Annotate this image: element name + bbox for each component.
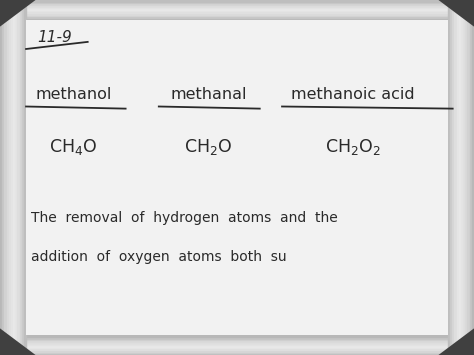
Bar	[7, 0, 9, 355]
Bar	[0, 8, 474, 10]
Bar	[448, 0, 450, 355]
Polygon shape	[438, 0, 474, 27]
Bar	[472, 0, 474, 355]
Bar	[465, 0, 467, 355]
Bar	[0, 340, 474, 342]
Bar	[0, 0, 2, 355]
Bar	[0, 353, 474, 355]
Text: methanoic acid: methanoic acid	[292, 87, 415, 102]
Bar	[0, 16, 474, 18]
Bar	[15, 0, 18, 355]
Bar	[0, 337, 474, 339]
Bar	[4, 0, 7, 355]
Bar	[0, 350, 474, 352]
Text: CH$_2$O$_2$: CH$_2$O$_2$	[325, 137, 381, 157]
Bar	[0, 15, 474, 16]
Bar	[22, 0, 24, 355]
Bar	[9, 0, 11, 355]
Text: methanol: methanol	[35, 87, 112, 102]
Bar	[0, 0, 474, 2]
Bar	[0, 349, 474, 350]
Bar	[461, 0, 463, 355]
Bar	[0, 18, 474, 20]
Bar	[0, 345, 474, 347]
Bar	[459, 0, 461, 355]
Bar	[0, 3, 474, 5]
Polygon shape	[0, 0, 36, 27]
Text: CH$_4$O: CH$_4$O	[49, 137, 98, 157]
Bar	[0, 11, 474, 13]
Bar	[452, 0, 455, 355]
Bar	[0, 342, 474, 344]
Bar	[0, 335, 474, 337]
Bar	[0, 5, 474, 6]
Bar	[0, 344, 474, 345]
Bar	[463, 0, 465, 355]
Bar	[467, 0, 470, 355]
Bar	[11, 0, 13, 355]
Polygon shape	[438, 328, 474, 355]
Bar	[0, 6, 474, 8]
Bar	[0, 339, 474, 340]
Bar	[450, 0, 452, 355]
Bar	[2, 0, 4, 355]
Bar	[456, 0, 459, 355]
Bar	[0, 347, 474, 349]
Bar	[24, 0, 26, 355]
Bar	[455, 0, 456, 355]
Text: addition  of  oxygen  atoms  both  su: addition of oxygen atoms both su	[31, 250, 286, 264]
Polygon shape	[0, 328, 36, 355]
Bar	[13, 0, 15, 355]
Text: CH$_2$O: CH$_2$O	[184, 137, 233, 157]
Bar	[0, 10, 474, 11]
Text: methanal: methanal	[170, 87, 247, 102]
Bar	[19, 0, 22, 355]
Text: 11-9: 11-9	[37, 30, 72, 45]
Bar	[0, 2, 474, 3]
Bar	[0, 13, 474, 15]
Text: The  removal  of  hydrogen  atoms  and  the: The removal of hydrogen atoms and the	[31, 211, 337, 225]
Bar	[0, 352, 474, 353]
Bar	[470, 0, 472, 355]
FancyBboxPatch shape	[26, 20, 448, 335]
Bar	[18, 0, 19, 355]
